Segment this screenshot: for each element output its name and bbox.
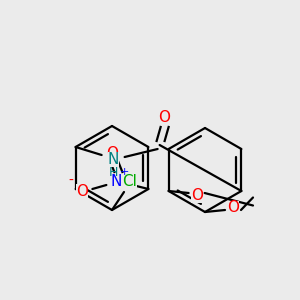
Text: O: O bbox=[106, 146, 119, 160]
Text: +: + bbox=[120, 167, 129, 177]
Text: O: O bbox=[76, 184, 88, 199]
Text: H: H bbox=[109, 166, 118, 178]
Text: O: O bbox=[227, 200, 239, 215]
Text: N: N bbox=[111, 173, 122, 188]
Text: Cl: Cl bbox=[123, 175, 137, 190]
Text: N: N bbox=[108, 152, 119, 166]
Text: -: - bbox=[68, 174, 73, 188]
Text: O: O bbox=[190, 188, 202, 202]
Text: O: O bbox=[158, 110, 169, 124]
